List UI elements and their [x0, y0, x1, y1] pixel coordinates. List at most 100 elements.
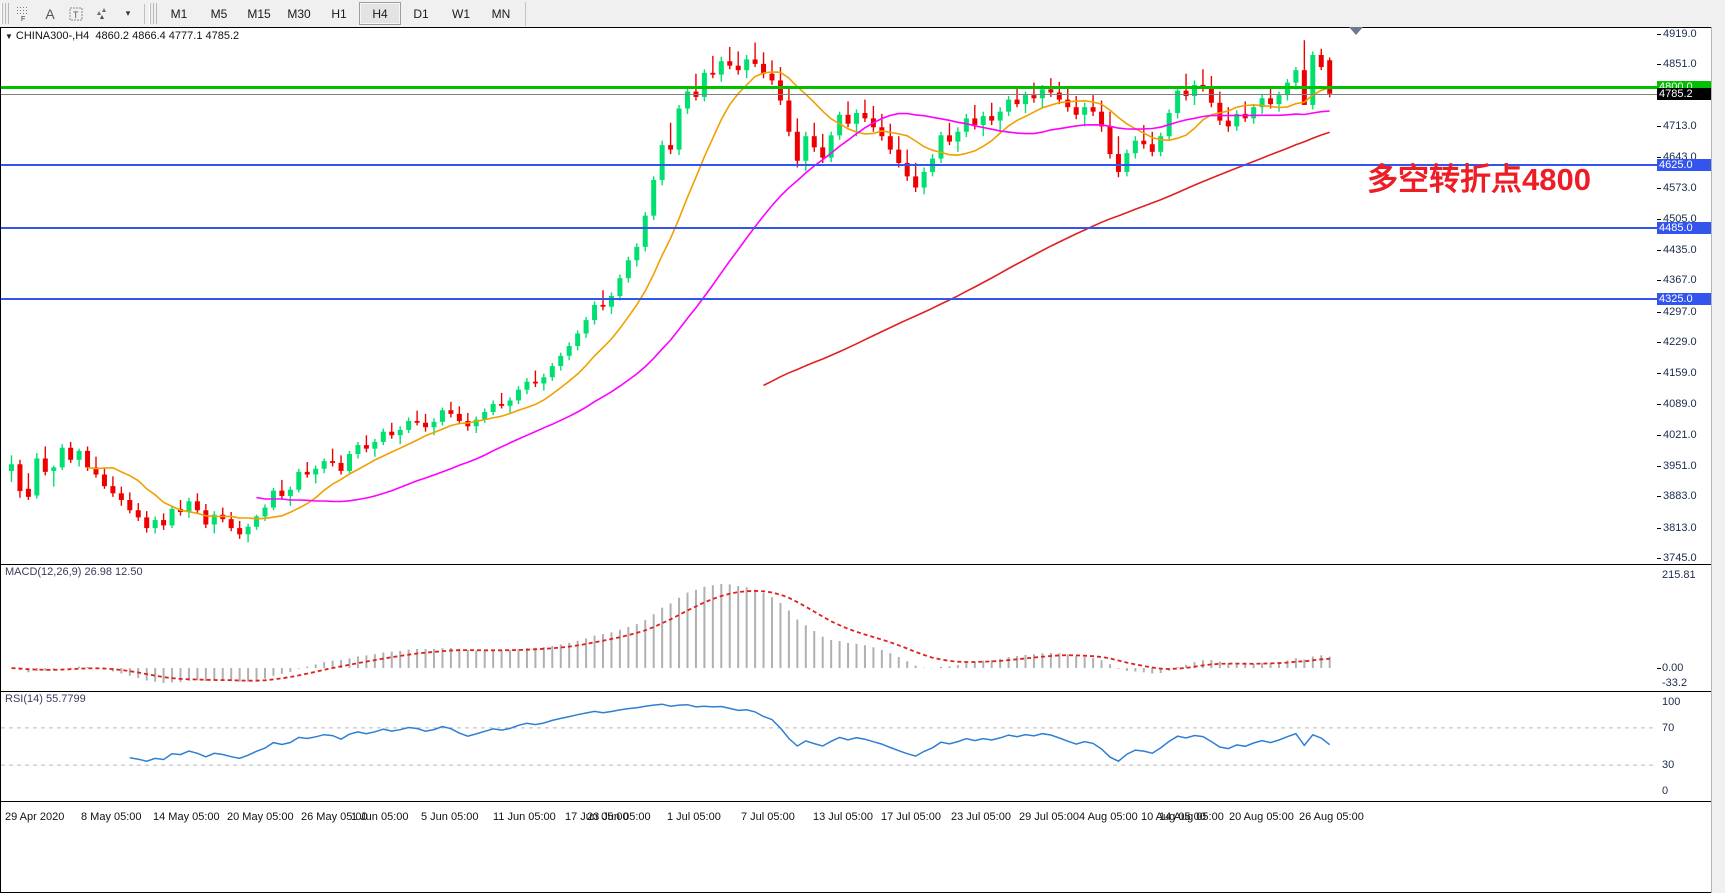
svg-text:F: F [21, 16, 25, 22]
price-tick [1657, 34, 1661, 35]
time-axis-label: 14 Aug 05:00 [1159, 811, 1224, 823]
time-axis-label: 26 Aug 05:00 [1299, 811, 1364, 823]
time-axis-label: 11 Jun 05:00 [493, 811, 556, 823]
timeframe-m5[interactable]: M5 [210, 6, 228, 21]
timeframe-h4[interactable]: H4 [359, 2, 401, 25]
price-tick-label: 4229.0 [1663, 335, 1697, 348]
rsi-plot-area[interactable] [1, 692, 1657, 801]
price-tick [1657, 218, 1661, 220]
support-4625-badge: 4625.0 [1657, 159, 1711, 172]
timeframe-mn[interactable]: MN [491, 6, 511, 21]
chart-position-marker-icon [1349, 27, 1363, 35]
macd-axis: 215.81 0.00 -33.2 [1657, 565, 1711, 691]
text-tool-icon[interactable]: A [37, 2, 63, 25]
chevron-glyph: ▾ [125, 8, 131, 18]
objects-icon[interactable] [89, 2, 115, 25]
price-tick [1657, 527, 1661, 529]
toolbar-grip[interactable] [1, 3, 9, 24]
price-tick [1657, 434, 1661, 436]
symbol-label: ▼ CHINA300-,H4 4860.2 4866.4 4777.1 4785.… [5, 30, 239, 42]
price-tick-label: 4435.0 [1663, 244, 1697, 257]
price-tick-label: 3813.0 [1663, 521, 1697, 534]
time-axis-label: 29 Apr 2020 [5, 811, 65, 823]
price-plot-area[interactable] [1, 28, 1657, 564]
price-tick [1657, 280, 1661, 282]
price-tick [1657, 404, 1661, 406]
crosshair-icon[interactable]: F [11, 2, 37, 25]
rsi-tick-label: 100 [1662, 696, 1681, 708]
time-axis-label: 8 May 05:00 [81, 811, 142, 823]
chart-annotation-text: 多空转折点4800 [1367, 162, 1591, 197]
time-axis-label: 23 Jul 05:00 [951, 811, 1011, 823]
macd-tick-label: 215.81 [1662, 569, 1696, 581]
price-tick-label: 4159.0 [1663, 367, 1697, 380]
price-tick-label: 4713.0 [1663, 119, 1697, 132]
time-axis-label: 29 Jul 05:00 [1019, 811, 1079, 823]
timeframe-bar: M1 M5 M15 M30 H1 H4 D1 W1 MN [159, 0, 521, 27]
rsi-axis: 100 70 30 0 [1657, 692, 1711, 801]
time-axis-label: 5 Jun 05:00 [421, 811, 479, 823]
price-tick-label: 4919.0 [1663, 28, 1697, 40]
time-axis-label: 4 Aug 05:00 [1079, 811, 1138, 823]
support-4625-line[interactable] [1, 164, 1657, 167]
symbol-ohlc: 4860.2 4866.4 4777.1 4785.2 [95, 30, 240, 42]
time-axis-label: 13 Jul 05:00 [813, 811, 873, 823]
macd-svg [11, 584, 1331, 683]
time-axis-label: 1 Jul 05:00 [667, 811, 721, 823]
macd-pane: MACD(12,26,9) 26.98 12.50 215.81 0.00 -33.… [1, 565, 1711, 692]
time-axis-label: 26 May 05:00 [301, 811, 368, 823]
symbol-dropdown-icon[interactable]: ▼ [5, 31, 13, 41]
timeframe-m30[interactable]: M30 [287, 6, 311, 21]
resistance-4800-line[interactable] [1, 86, 1657, 90]
price-tick [1657, 250, 1661, 252]
time-axis-label: 10 Aug 05:00 [1141, 811, 1206, 823]
support-4485-badge: 4485.0 [1657, 221, 1711, 234]
time-axis-label: 20 May 05:00 [227, 811, 294, 823]
toolbar-divider [144, 3, 145, 24]
price-pane: ▼ CHINA300-,H4 4860.2 4866.4 4777.1 4785.… [1, 27, 1711, 565]
macd-tick-label: -33.2 [1662, 677, 1688, 689]
toolbar-end-divider [525, 1, 526, 26]
chevron-down-icon[interactable]: ▾ [115, 2, 141, 25]
current-price-4785-badge: 4785.2 [1657, 87, 1711, 100]
timeframe-m1[interactable]: M1 [170, 6, 188, 21]
price-tick [1657, 125, 1661, 127]
time-axis-label: 7 Jul 05:00 [741, 811, 795, 823]
rsi-svg [1, 703, 1657, 766]
price-axis[interactable]: 4919.04851.04783.04713.04643.04573.04505… [1657, 28, 1711, 564]
timeframe-m15[interactable]: M15 [247, 6, 271, 21]
time-axis-label: 17 Jul 05:00 [881, 811, 941, 823]
time-axis-label: 17 Jun 05:00 [565, 811, 629, 823]
svg-text:T: T [73, 10, 79, 20]
time-axis-label: 14 May 05:00 [153, 811, 220, 823]
rsi-tick-label: 70 [1662, 721, 1675, 734]
price-tick [1657, 558, 1661, 559]
rsi-label[interactable]: RSI(14) 55.7799 [5, 693, 86, 705]
price-tick-label: 4089.0 [1663, 398, 1697, 411]
timeframe-w1[interactable]: W1 [452, 6, 470, 21]
timeframe-d1[interactable]: D1 [413, 6, 429, 21]
macd-plot-area[interactable] [1, 565, 1657, 691]
macd-tick-label: 0.00 [1662, 662, 1684, 675]
price-tick-label: 3951.0 [1663, 460, 1697, 473]
price-tick-label: 4297.0 [1663, 305, 1697, 318]
rsi-tick-label: 0 [1662, 785, 1669, 797]
text-label-icon[interactable]: T [63, 2, 89, 25]
toolbar: F A T ▾ M1 M5 M15 M30 H1 H4 D1 W1 MN [0, 0, 1725, 28]
timeframe-grip[interactable] [149, 3, 157, 24]
price-tick [1657, 64, 1661, 66]
time-axis-label: 23 Jun 05:00 [587, 811, 651, 823]
support-4485-line[interactable] [1, 226, 1657, 229]
current-price-4785-line[interactable] [1, 93, 1657, 95]
time-axis[interactable]: 29 Apr 2020 8 May 05:00 14 May 05:00 20 May… [1, 802, 1711, 832]
price-tick [1657, 496, 1661, 498]
symbol-name: CHINA300-,H4 [15, 30, 90, 42]
support-4325-line[interactable] [1, 298, 1657, 301]
timeframe-h1[interactable]: H1 [331, 6, 347, 21]
vertical-scrollbar[interactable] [1711, 27, 1725, 893]
rsi-tick-label: 30 [1662, 759, 1675, 772]
support-4325-badge: 4325.0 [1657, 293, 1711, 306]
macd-label[interactable]: MACD(12,26,9) 26.98 12.50 [5, 566, 143, 578]
macd-tick [1657, 668, 1661, 670]
